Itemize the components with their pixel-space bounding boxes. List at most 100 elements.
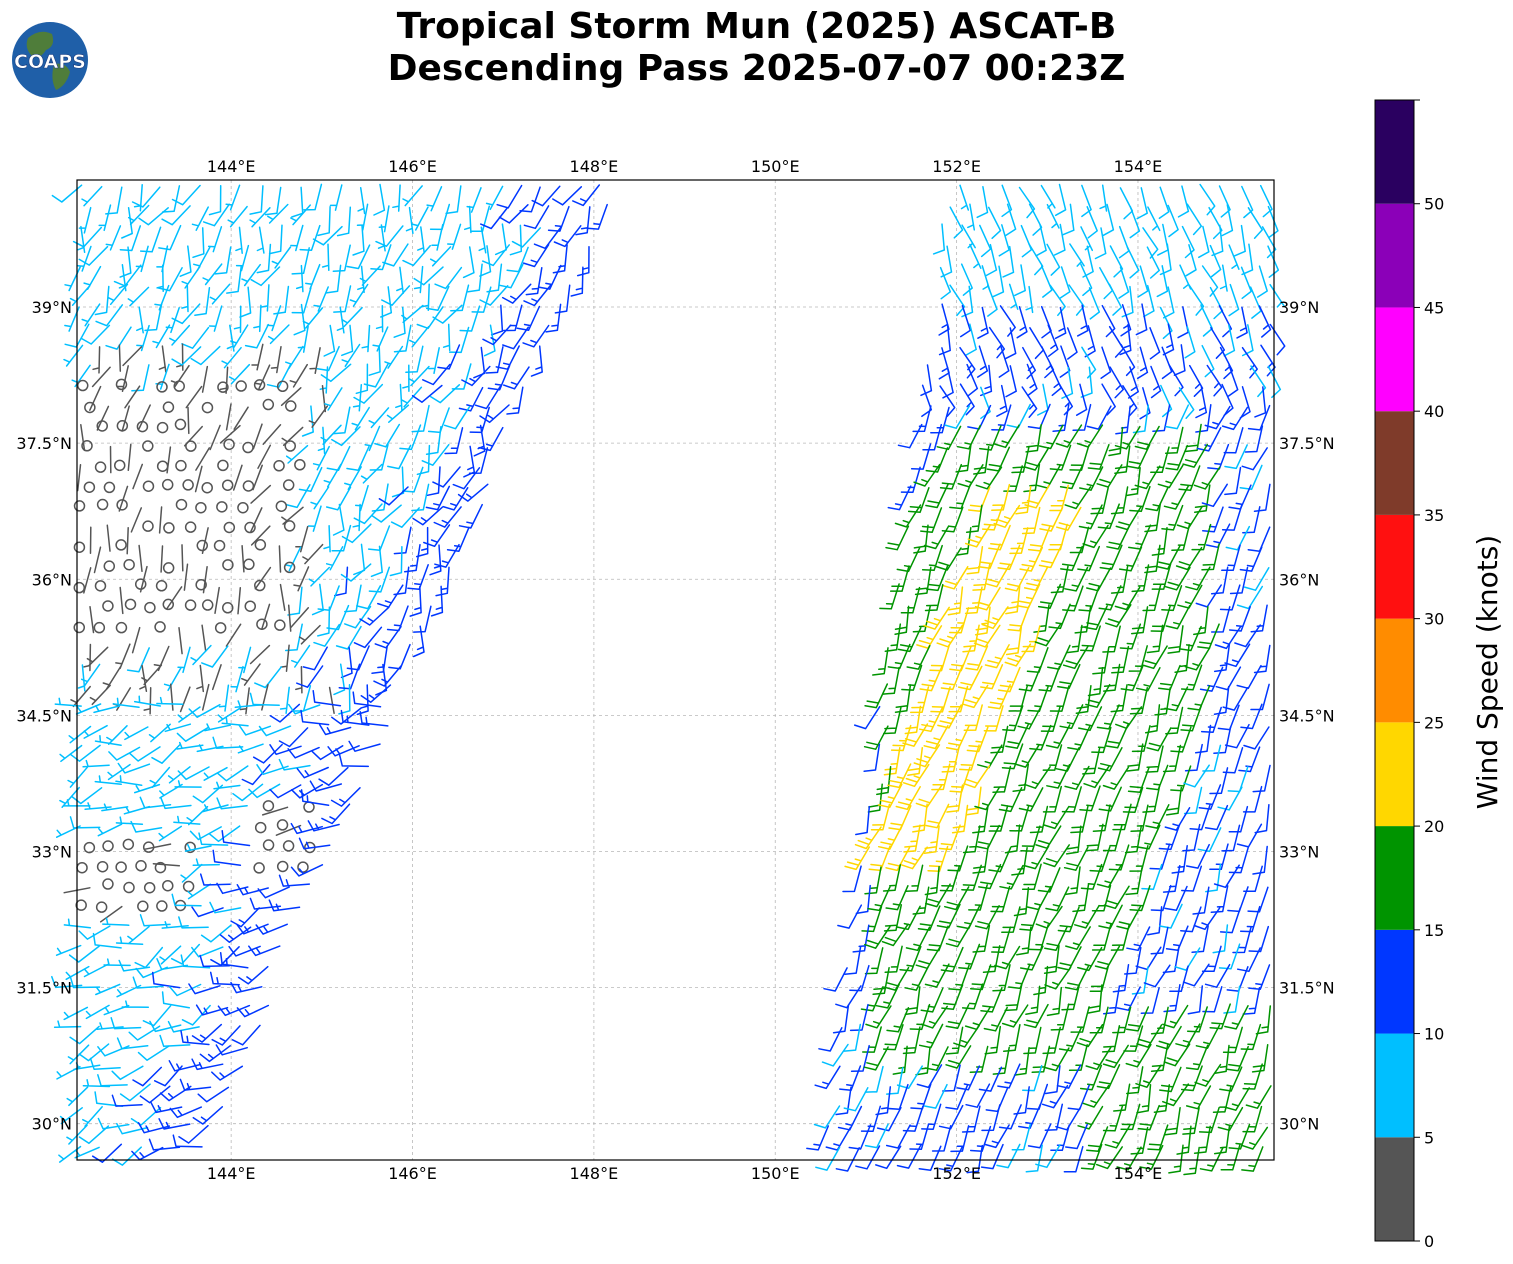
wind-barb [967, 486, 991, 513]
wind-barb [321, 803, 351, 825]
wind-barb [160, 545, 164, 573]
wind-barb [959, 383, 975, 416]
wind-barb [421, 443, 450, 466]
wind-barb [897, 627, 922, 653]
wind-barb [80, 663, 101, 687]
wind-barb [522, 243, 550, 268]
wind-barb [939, 463, 963, 490]
wind-barb [1040, 345, 1055, 379]
wind-barb [490, 304, 504, 336]
wind-barb [1240, 1023, 1262, 1051]
wind-barb [311, 583, 324, 616]
wind-barb [1095, 1146, 1123, 1170]
wind-barb [1081, 346, 1097, 379]
wind-barb [313, 623, 341, 647]
wind-barb [1210, 326, 1226, 359]
wind-barb [885, 885, 909, 911]
calm-wind-marker [95, 901, 108, 913]
wind-barb [1035, 905, 1063, 929]
wind-barb [308, 405, 329, 428]
wind-barb [1080, 625, 1101, 652]
wind-barb [361, 324, 371, 353]
wind-barb [1162, 323, 1175, 356]
wind-barb [330, 787, 361, 807]
wind-barb [321, 384, 327, 413]
wind-barb [1075, 383, 1088, 416]
wind-barb [219, 952, 249, 969]
wind-barb [1065, 825, 1082, 855]
wind-barb [519, 186, 541, 213]
wind-barb [375, 304, 384, 333]
wind-barb [178, 1124, 209, 1144]
wind-barb [1165, 404, 1190, 430]
colorbar [1374, 99, 1415, 1242]
wind-barb [290, 224, 304, 252]
wind-barb [1193, 484, 1211, 513]
lon-tick-label-top: 152°E [932, 157, 981, 176]
wind-barb [1087, 443, 1110, 470]
wind-barb [1250, 365, 1267, 398]
wind-barb [291, 247, 310, 275]
wind-barb [83, 724, 108, 739]
wind-barb [141, 664, 163, 686]
wind-barb [1198, 225, 1210, 259]
wind-barb [295, 264, 304, 293]
wind-barb [256, 226, 265, 254]
wind-barb [940, 664, 964, 691]
wind-barb [506, 246, 529, 273]
wind-barb [252, 464, 263, 491]
wind-barb [1147, 906, 1163, 936]
wind-barb [1243, 726, 1270, 750]
wind-barb [1011, 1123, 1031, 1151]
wind-barb [1126, 443, 1151, 469]
wind-barb [876, 1106, 902, 1132]
wind-barb [312, 689, 342, 707]
wind-barb [252, 743, 283, 764]
plot-title: Tropical Storm Mun (2025) ASCAT-B Descen… [0, 6, 1513, 90]
wind-barb [416, 444, 431, 476]
wind-barb [189, 826, 222, 841]
calm-wind-marker [154, 621, 166, 633]
wind-barb [1163, 485, 1189, 510]
wind-barb [947, 586, 964, 616]
wind-barb [442, 487, 469, 511]
wind-barb [1175, 546, 1203, 571]
wind-barb [249, 207, 271, 228]
wind-barb [433, 506, 462, 528]
wind-barb [1143, 964, 1171, 988]
wind-barb [864, 1123, 889, 1149]
wind-barb [1027, 403, 1051, 430]
wind-barb [1097, 503, 1120, 530]
wind-barb [902, 763, 930, 788]
wind-barb [408, 365, 430, 387]
calm-wind-marker [244, 600, 257, 612]
wind-barb [377, 224, 386, 252]
wind-barb [353, 626, 383, 649]
wind-barb [980, 1143, 1004, 1170]
wind-barb [461, 365, 491, 387]
wind-barb [897, 423, 923, 449]
wind-barb [902, 1026, 921, 1055]
wind-barb [941, 984, 964, 1011]
wind-barb [1228, 283, 1240, 317]
wind-barb [1059, 464, 1084, 490]
wind-barb [138, 207, 169, 226]
wind-barb [153, 645, 170, 672]
wind-barb [953, 1024, 981, 1048]
calm-wind-marker [102, 878, 114, 890]
calm-wind-marker [283, 520, 296, 532]
wind-barb [1236, 306, 1248, 339]
wind-barb [1158, 186, 1170, 220]
wind-barb [915, 1046, 931, 1076]
calm-wind-marker [244, 521, 256, 534]
wind-barb [390, 507, 420, 528]
wind-barb [985, 243, 998, 277]
wind-barb [855, 1145, 881, 1170]
wind-barb [1057, 906, 1080, 933]
wind-barb [1046, 243, 1061, 276]
wind-barb [1028, 924, 1049, 951]
wind-barb [261, 603, 271, 630]
wind-barb [405, 345, 424, 374]
wind-barb [1199, 1146, 1224, 1172]
wind-barb [554, 284, 571, 314]
